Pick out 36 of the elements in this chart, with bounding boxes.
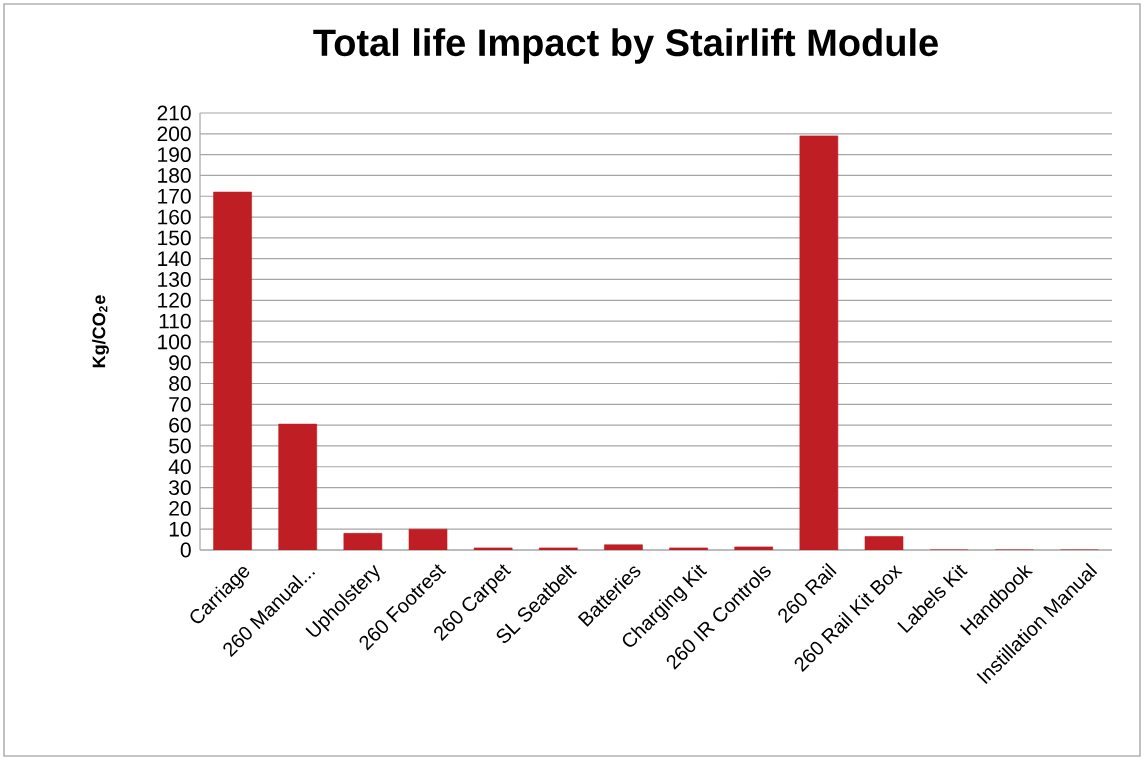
y-tick-label: 200	[157, 126, 191, 142]
y-tick-label: 50	[169, 438, 191, 454]
y-tick-label: 100	[158, 334, 191, 350]
bar	[473, 547, 513, 550]
y-tick-label: 10	[169, 521, 191, 537]
chart-title: Total life Impact by Stairlift Module	[313, 28, 938, 64]
y-tick-label: 120	[158, 292, 191, 308]
bar	[343, 533, 383, 550]
y-tick-label: 210	[157, 105, 191, 121]
y-tick-label: 110	[159, 313, 191, 329]
y-tick-label: 130	[158, 272, 191, 287]
y-tick-label: 90	[169, 355, 191, 371]
x-tick-label: 260 Rail	[778, 562, 837, 624]
y-tick-label: 0	[180, 542, 191, 558]
y-tick-label: 170	[158, 188, 191, 204]
y-tick-label: 20	[169, 500, 191, 516]
bar	[604, 544, 643, 550]
bar	[669, 547, 708, 550]
y-axis-title: Kg/CO$_{2}$e	[92, 295, 109, 368]
y-tick-label: 30	[169, 480, 191, 496]
y-tick-label: 150	[158, 230, 191, 246]
y-tick-label: 60	[169, 417, 191, 433]
y-tick-label: 160	[158, 209, 191, 225]
bar	[799, 135, 839, 550]
bar	[213, 191, 252, 550]
bar	[278, 423, 318, 550]
y-tick-label: 40	[168, 459, 191, 475]
bar	[538, 547, 578, 550]
y-tick-label: 80	[169, 376, 191, 391]
y-tick-label: 70	[169, 396, 191, 412]
bar	[864, 536, 904, 550]
bar	[408, 528, 448, 550]
y-tick-label: 140	[158, 251, 191, 267]
y-tick-label: 180	[158, 168, 191, 183]
y-tick-label: 190	[158, 147, 191, 163]
bar	[734, 546, 774, 550]
